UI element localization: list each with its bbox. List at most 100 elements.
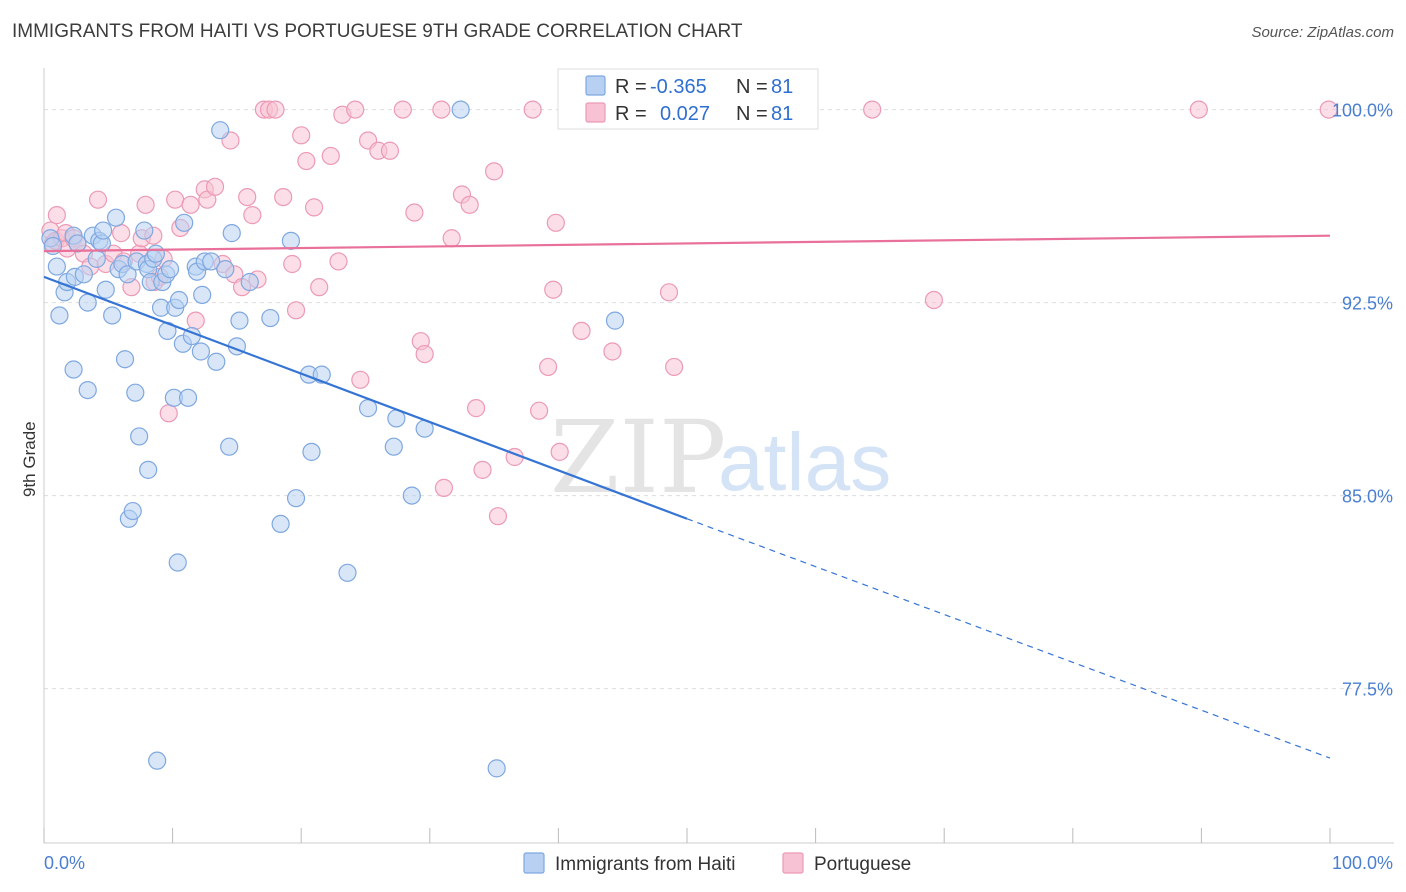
chart-title: IMMIGRANTS FROM HAITI VS PORTUGUESE 9TH … — [12, 21, 743, 42]
portuguese-point — [1319, 100, 1338, 119]
legend-swatch-haiti — [585, 75, 606, 96]
portuguese-point — [659, 283, 679, 302]
portuguese-point — [863, 100, 882, 119]
haiti-point — [139, 460, 158, 479]
portuguese-point — [297, 151, 316, 171]
portuguese-point — [924, 290, 944, 310]
bottom-legend-label-haiti: Immigrants from Haiti — [555, 854, 736, 875]
haiti-point — [384, 437, 403, 456]
haiti-point — [103, 306, 122, 325]
legend-r-label-portuguese: R = — [615, 103, 647, 125]
portuguese-point — [442, 229, 461, 248]
haiti-point — [216, 260, 235, 279]
trend-lines — [43, 234, 1331, 759]
portuguese-point — [243, 206, 262, 225]
haiti-point — [168, 553, 187, 572]
portuguese-point — [186, 311, 205, 330]
haiti-point — [240, 272, 259, 292]
portuguese-point — [546, 213, 565, 232]
haiti-point — [281, 231, 301, 250]
y-axis-label: 9th Grade — [20, 421, 39, 497]
portuguese-point — [432, 100, 451, 119]
haiti-point — [130, 427, 149, 446]
portuguese-point — [329, 252, 348, 271]
haiti-point — [74, 265, 93, 284]
x-tick-label: 0.0% — [44, 853, 85, 873]
haiti-point — [78, 380, 97, 400]
haiti-point — [451, 100, 470, 119]
y-tick-label: 92.5% — [1342, 294, 1393, 314]
portuguese-point — [415, 344, 434, 364]
portuguese-point — [181, 195, 200, 214]
haiti-point — [47, 257, 66, 276]
haiti-point — [115, 350, 135, 369]
portuguese-point — [283, 254, 302, 274]
legend-r-label-haiti: R = — [615, 76, 647, 98]
portuguese-point — [523, 100, 542, 119]
portuguese-point — [88, 190, 108, 209]
haiti-point — [64, 360, 83, 379]
haiti-point — [50, 306, 69, 325]
haiti-point — [169, 290, 189, 310]
haiti-point — [87, 249, 106, 268]
haiti-point — [160, 260, 180, 279]
portuguese-point — [405, 203, 424, 222]
haiti-point — [222, 224, 241, 243]
legend-r-value-haiti: -0.365 — [650, 76, 707, 98]
portuguese-point — [159, 404, 178, 423]
portuguese-point — [351, 370, 370, 389]
portuguese-point — [286, 301, 306, 320]
haiti-point — [302, 442, 321, 461]
portuguese-point — [136, 195, 155, 214]
legend-swatch-portuguese — [585, 102, 606, 123]
legend-n-value-portuguese: 81 — [771, 103, 793, 125]
portuguese-point — [304, 198, 324, 217]
haiti-trend-line — [43, 275, 688, 520]
y-tick-label: 77.5% — [1342, 680, 1393, 700]
portuguese-point — [665, 357, 684, 377]
haiti-point — [202, 252, 221, 271]
haiti-point — [126, 383, 145, 402]
portuguese-point — [393, 100, 412, 119]
haiti-point — [211, 121, 230, 140]
haiti-point — [123, 501, 142, 521]
y-tick-label: 100.0% — [1332, 101, 1393, 121]
portuguese-point — [310, 278, 329, 297]
source-label: Source: ZipAtlas.com — [1251, 24, 1394, 41]
portuguese-point — [1189, 100, 1208, 119]
portuguese-point — [292, 126, 311, 145]
watermark-atlas: atlas — [718, 417, 891, 508]
haiti-point — [148, 751, 167, 770]
haiti-point — [402, 486, 421, 505]
portuguese-point — [603, 342, 622, 361]
portuguese-point — [166, 190, 185, 209]
portuguese-point — [205, 177, 225, 196]
haiti-points — [41, 100, 625, 778]
portuguese-point — [488, 507, 508, 526]
haiti-point — [106, 208, 126, 227]
portuguese-point — [539, 357, 558, 377]
portuguese-point — [321, 146, 340, 166]
haiti-point — [94, 221, 113, 240]
legend-n-label-portuguese: N = — [736, 103, 768, 125]
portuguese-point — [112, 224, 131, 243]
portuguese-point — [460, 195, 479, 214]
portuguese-point — [346, 100, 365, 119]
haiti-point — [286, 489, 306, 508]
portuguese-point — [47, 206, 66, 225]
portuguese-point — [485, 162, 504, 181]
haiti-point — [338, 563, 357, 582]
haiti-point — [96, 280, 115, 299]
portuguese-point — [544, 280, 563, 299]
haiti-point — [118, 265, 137, 284]
x-tick-label: 100.0% — [1332, 853, 1393, 873]
haiti-point — [271, 514, 290, 534]
haiti-point — [207, 352, 226, 371]
axes — [43, 68, 1394, 844]
haiti-point — [175, 213, 194, 232]
portuguese-point — [238, 187, 257, 207]
portuguese-point — [434, 478, 454, 497]
haiti-point — [178, 388, 198, 407]
haiti-point — [230, 311, 249, 330]
